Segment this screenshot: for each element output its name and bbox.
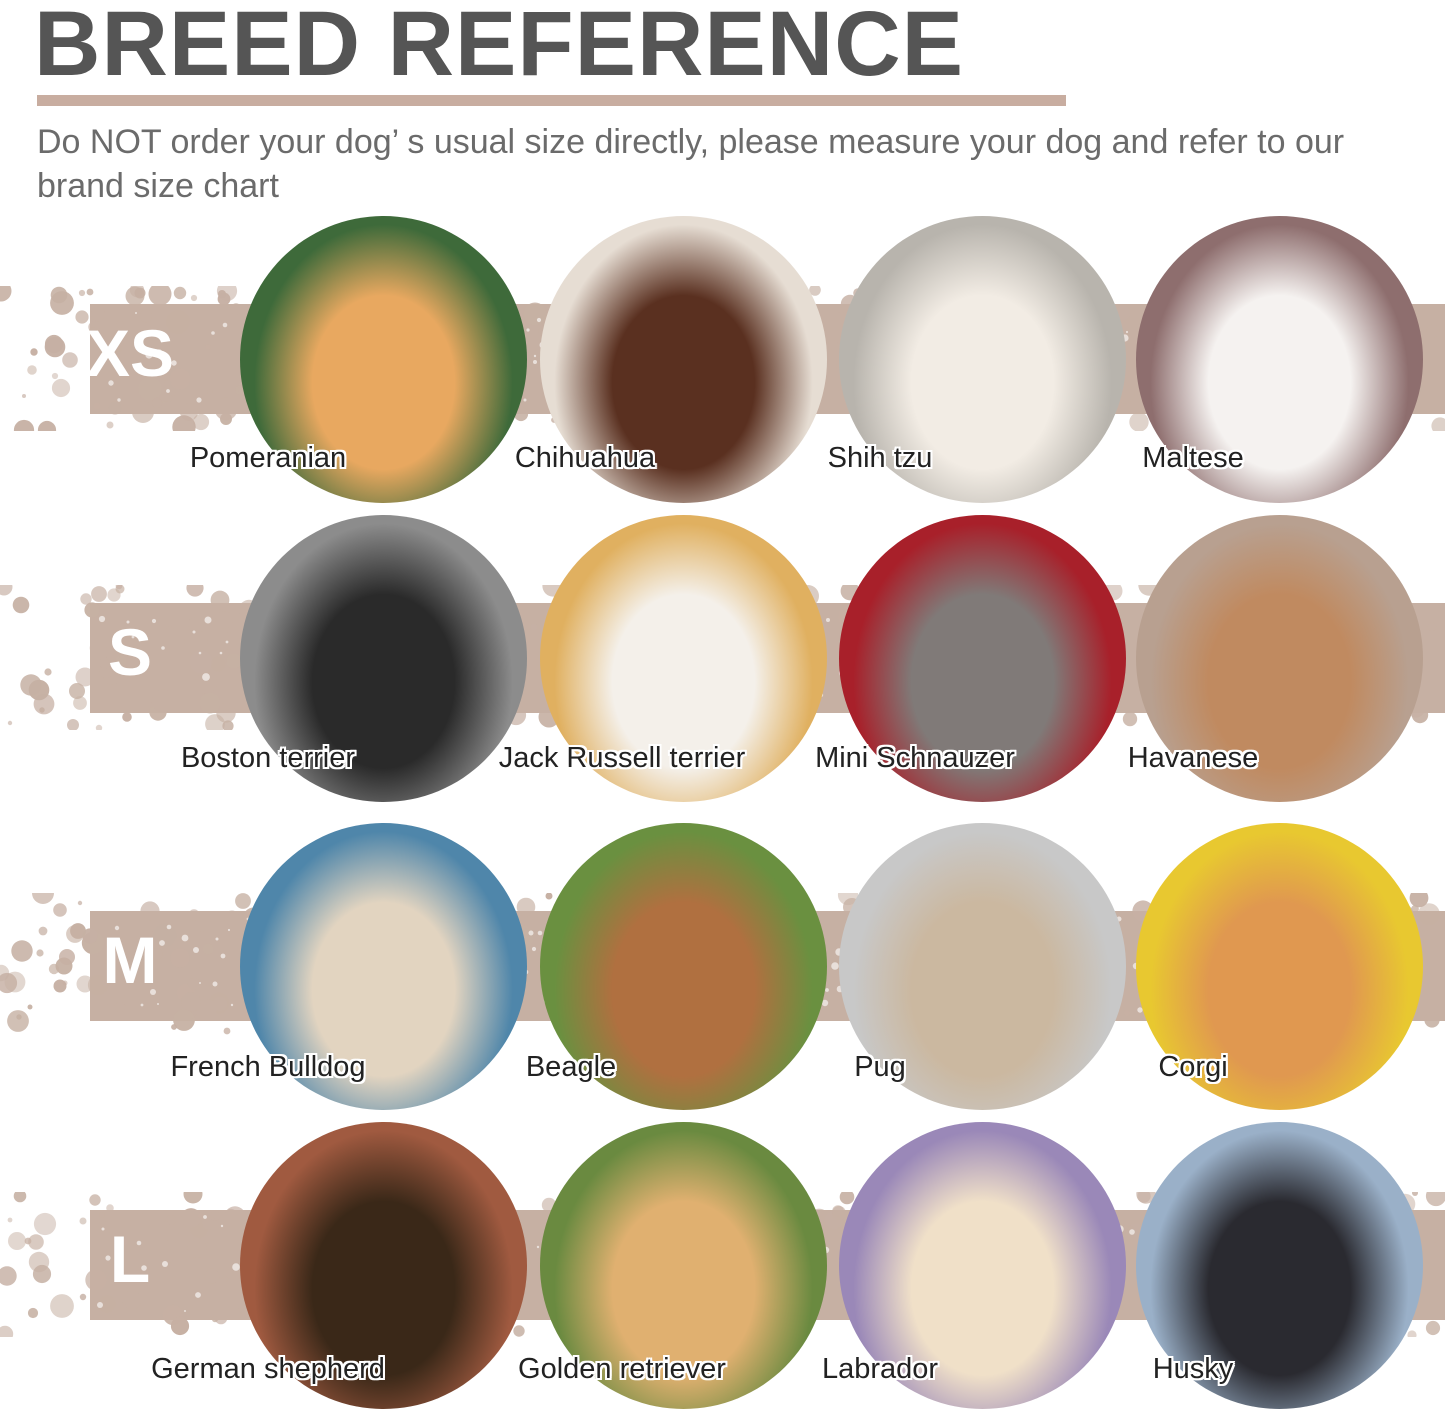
page-title: BREED REFERENCE bbox=[34, 0, 965, 95]
breed-photo-mini-schnauzer bbox=[839, 515, 1126, 802]
breed-photo-havanese bbox=[1136, 515, 1423, 802]
breed-name: Pomeranian bbox=[189, 442, 347, 474]
subtitle-instruction: Do NOT order your dog’ s usual size dire… bbox=[37, 123, 1345, 205]
breed-name: German shepherd bbox=[151, 1353, 385, 1385]
breed-name: Pug bbox=[854, 1051, 906, 1083]
breed-name: Beagle bbox=[525, 1051, 617, 1083]
breed-name: Boston terrier bbox=[180, 742, 356, 774]
breed-name: Husky bbox=[1152, 1353, 1234, 1385]
breed-photo-shih-tzu bbox=[839, 216, 1126, 503]
title-underline bbox=[37, 95, 1066, 106]
breed-name: Mini Schnauzer bbox=[815, 742, 1015, 774]
breed-name: Chihuahua bbox=[514, 442, 656, 474]
breed-name: Corgi bbox=[1158, 1051, 1228, 1083]
breed-photo-husky bbox=[1136, 1122, 1423, 1409]
breed-name: French Bulldog bbox=[170, 1051, 366, 1083]
breed-name: Jack Russell terrier bbox=[498, 742, 746, 774]
breed-photo-french-bulldog bbox=[240, 823, 527, 1110]
breed-photo-pug bbox=[839, 823, 1126, 1110]
breed-photo-maltese bbox=[1136, 216, 1423, 503]
breed-photo-labrador bbox=[839, 1122, 1126, 1409]
breed-photo-chihuahua bbox=[540, 216, 827, 503]
breed-photo-boston-terrier bbox=[240, 515, 527, 802]
size-label-l: L bbox=[109, 1222, 151, 1296]
breed-name: Golden retriever bbox=[518, 1353, 726, 1385]
breed-photo-corgi bbox=[1136, 823, 1423, 1110]
breed-photo-beagle bbox=[540, 823, 827, 1110]
breed-photo-jack-russell-terrier bbox=[540, 515, 827, 802]
breed-name: Shih tzu bbox=[827, 442, 933, 474]
size-label-m: M bbox=[102, 923, 158, 997]
breed-name: Havanese bbox=[1127, 742, 1259, 774]
size-label-s: S bbox=[107, 615, 153, 689]
breed-photo-pomeranian bbox=[240, 216, 527, 503]
breed-photo-golden-retriever bbox=[540, 1122, 827, 1409]
size-label-xs: XS bbox=[85, 316, 175, 390]
breed-photo-german-shepherd bbox=[240, 1122, 527, 1409]
breed-name: Maltese bbox=[1142, 442, 1244, 474]
breed-name: Labrador bbox=[821, 1353, 939, 1385]
